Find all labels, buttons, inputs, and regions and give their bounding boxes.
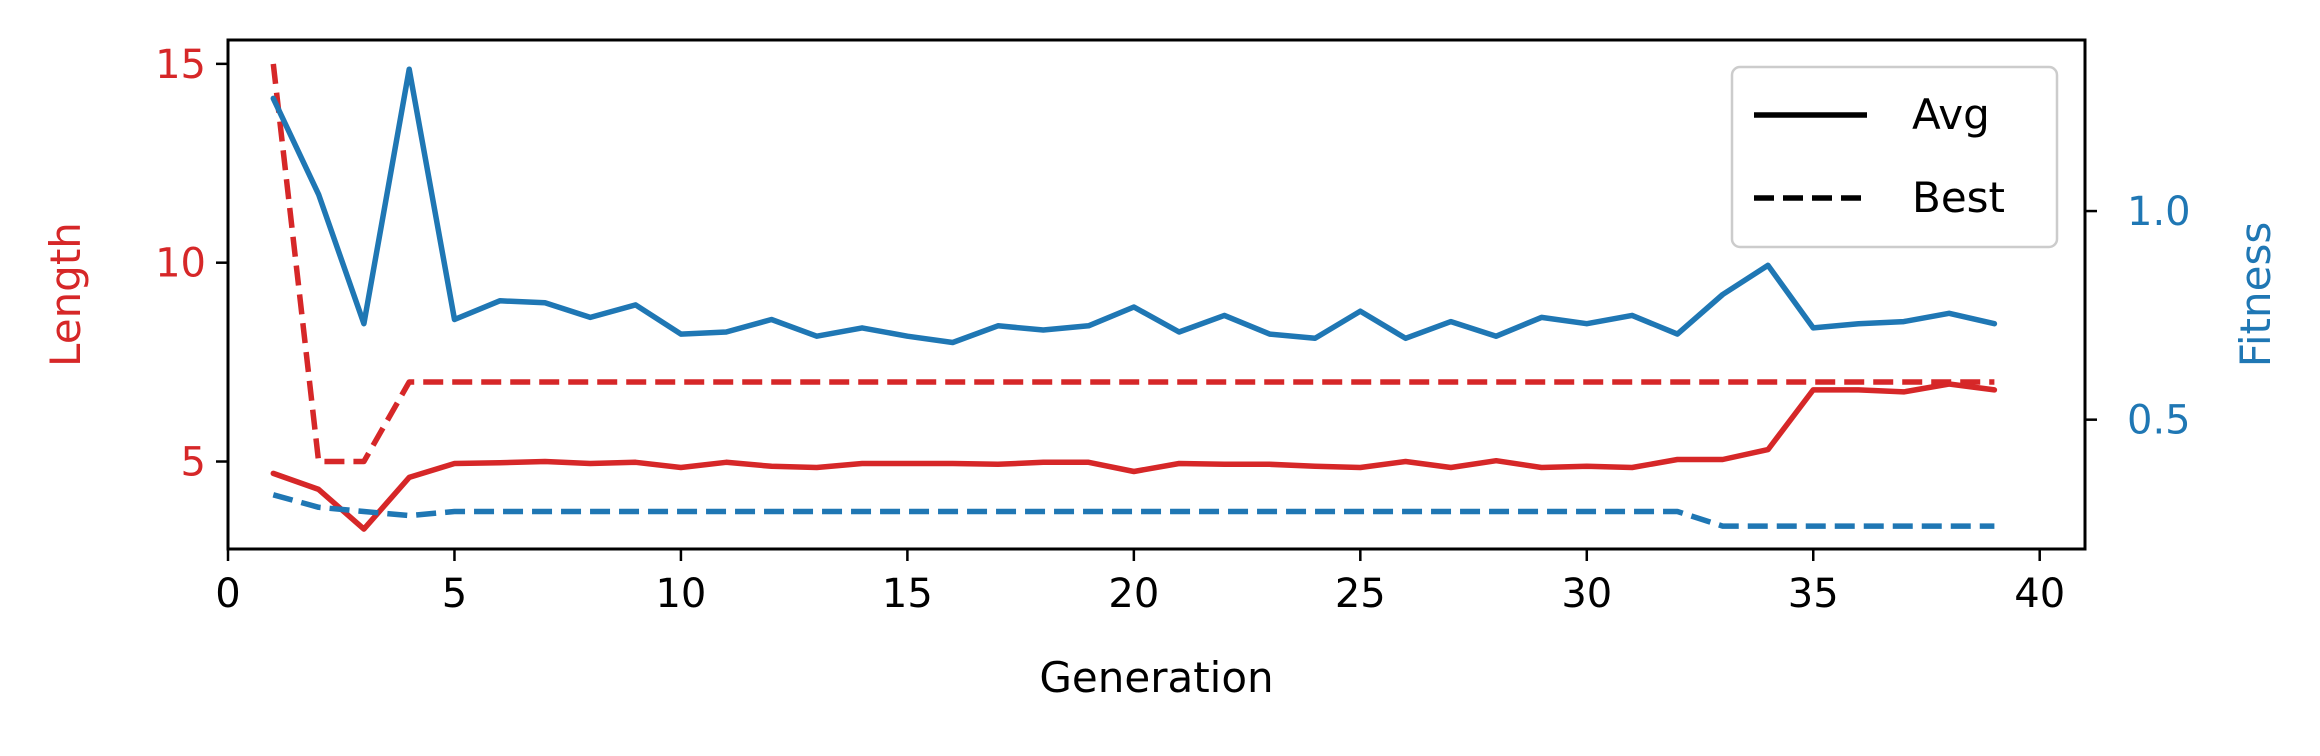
x-tick-label: 20 (1108, 571, 1159, 617)
right-y-tick-label: 1.0 (2127, 189, 2191, 235)
length-best-line (270, 63, 1995, 465)
legend-label: Avg (1912, 90, 1990, 139)
right-y-axis-label: Fitness (2231, 222, 2280, 367)
series-layer (270, 63, 1998, 532)
x-tick-label: 10 (655, 571, 706, 617)
x-tick-label: 40 (2014, 571, 2065, 617)
x-tick-label: 15 (882, 571, 933, 617)
x-axis-label: Generation (1039, 653, 1273, 702)
legend-label: Best (1912, 173, 2005, 222)
fitness-avg-line (270, 66, 1998, 346)
x-tick-label: 30 (1561, 571, 1612, 617)
left-y-tick-label: 5 (181, 440, 206, 486)
x-tick-label: 25 (1335, 571, 1386, 617)
x-tick-label: 0 (215, 571, 240, 617)
fitness-best-line (272, 492, 1995, 529)
x-tick-label: 5 (442, 571, 467, 617)
left-y-axis-label: Length (41, 222, 90, 367)
left-y-tick-label: 15 (155, 42, 206, 88)
legend: Avg Best (1730, 65, 2059, 249)
plot-frame (226, 38, 2087, 551)
right-y-tick-label: 0.5 (2127, 398, 2191, 444)
x-tick-label: 35 (1788, 571, 1839, 617)
left-y-tick-label: 10 (155, 241, 206, 287)
axes-layer: 0 5 10 15 20 25 30 35 40 5 10 15 0.5 1.0 Generation Len… (41, 38, 2280, 702)
length-avg-line (270, 381, 1998, 532)
legend-box (1730, 65, 2059, 249)
